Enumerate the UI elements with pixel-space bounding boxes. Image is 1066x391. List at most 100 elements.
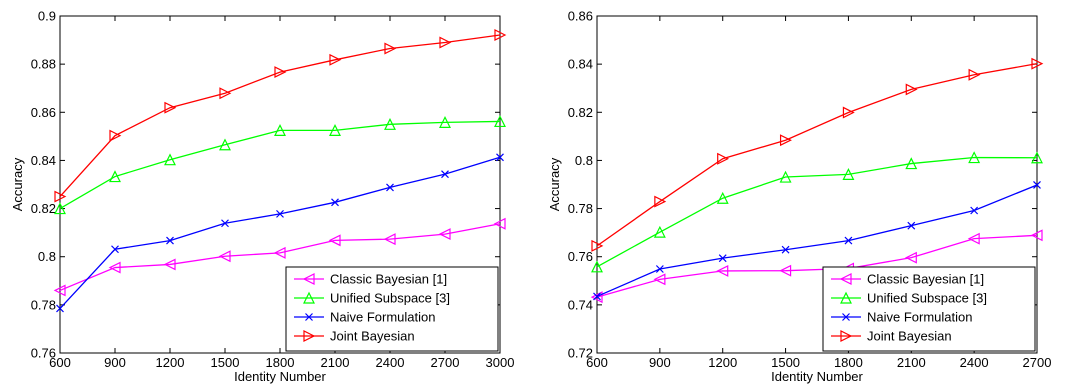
x-tick-label: 2700 (1023, 355, 1052, 370)
data-point-marker (967, 232, 980, 245)
data-point-marker (494, 115, 506, 128)
legend-label: Classic Bayesian [1] (330, 272, 447, 287)
y-axis-label: Accuracy (10, 157, 25, 211)
data-point-marker (970, 206, 979, 215)
legend-marker (303, 330, 316, 342)
data-point-marker (718, 254, 727, 263)
series-line (596, 184, 1038, 298)
legend-item: Joint Bayesian (294, 329, 415, 344)
data-point-marker (166, 236, 174, 245)
x-tick-label: 900 (104, 355, 126, 370)
data-point-marker (591, 260, 603, 273)
x-tick-label: 2100 (321, 355, 350, 370)
data-point-marker (109, 129, 122, 142)
x-tick-label: 2700 (431, 355, 460, 370)
data-point-marker (111, 245, 119, 254)
data-point-marker (655, 265, 664, 273)
data-point-marker (56, 304, 64, 313)
legend-label: Classic Bayesian [1] (867, 272, 984, 287)
y-tick-label: 0.72 (568, 346, 593, 361)
series-line (59, 120, 501, 210)
data-point-marker (438, 228, 451, 241)
x-axis-label: Identity Number (771, 369, 863, 384)
y-tick-label: 0.9 (38, 9, 56, 24)
data-point-marker (493, 217, 506, 230)
x-tick-label: 600 (49, 355, 71, 370)
data-point-marker (329, 123, 341, 136)
legend: Classic Bayesian [1] Unified Subspace [3]… (285, 266, 499, 352)
y-tick-label: 0.76 (568, 249, 593, 264)
data-point-marker (654, 195, 667, 208)
data-point-marker (716, 264, 729, 277)
data-point-marker (1033, 181, 1041, 189)
x-tick-label: 1800 (266, 355, 295, 370)
data-point-marker (905, 83, 918, 96)
y-axis-label: Accuracy (547, 157, 562, 211)
data-point-marker (716, 191, 729, 204)
x-tick-label: 3000 (486, 355, 515, 370)
data-point-marker (1031, 151, 1043, 164)
data-point-marker (331, 198, 339, 207)
legend-box (285, 266, 499, 352)
data-point-marker (441, 170, 449, 179)
data-point-marker (1030, 229, 1043, 242)
data-point-marker (593, 292, 601, 301)
y-tick-label: 0.82 (31, 201, 56, 216)
data-point-marker (968, 68, 981, 81)
data-point-marker (842, 106, 855, 119)
x-tick-label: 1200 (708, 355, 737, 370)
legend-marker (305, 313, 313, 321)
data-point-marker (54, 202, 66, 215)
series-line (59, 223, 501, 292)
legend-marker (842, 313, 850, 321)
y-tick-label: 0.76 (31, 346, 56, 361)
data-point-marker (439, 36, 452, 49)
data-point-marker (54, 190, 67, 203)
data-point-marker (164, 153, 176, 166)
legend-label: Unified Subspace [3] (867, 291, 987, 306)
data-point-marker (842, 168, 855, 180)
y-tick-label: 0.74 (568, 297, 593, 312)
x-tick-label: 2400 (376, 355, 405, 370)
legend-item: Unified Subspace [3] (831, 291, 987, 306)
legend-item: Joint Bayesian (831, 329, 952, 344)
data-point-marker (219, 87, 232, 100)
data-point-marker (717, 152, 730, 165)
right-line-chart: 600 900 1200 1500 1800 2100 2400 2700 0.72 0.74 0.… (547, 9, 1051, 385)
y-tick-label: 0.78 (568, 201, 593, 216)
y-tick-label: 0.86 (31, 105, 56, 120)
data-point-marker (383, 233, 396, 246)
data-point-marker (779, 264, 792, 277)
data-point-marker (329, 53, 342, 66)
legend-marker (839, 273, 852, 285)
data-point-marker (273, 246, 286, 259)
data-point-marker (590, 291, 603, 304)
series-line (59, 34, 501, 197)
y-tick-label: 0.78 (31, 297, 56, 312)
legend-marker (840, 330, 853, 342)
legend-label: Naive Formulation (330, 310, 436, 325)
data-point-marker (328, 234, 341, 247)
y-tick-label: 0.8 (575, 153, 593, 168)
data-point-marker (591, 239, 604, 252)
y-tick-label: 0.82 (568, 105, 593, 120)
data-point-marker (386, 183, 394, 192)
series-line (596, 63, 1038, 247)
legend-item: Classic Bayesian [1] (831, 272, 984, 287)
data-point-marker (384, 117, 396, 130)
data-point-marker (494, 29, 507, 41)
series-line (596, 234, 1038, 298)
data-point-marker (653, 225, 666, 238)
left-line-chart: 600 900 1200 1500 1800 2100 2400 2700 3000 0.76 0.… (10, 9, 514, 385)
legend: Classic Bayesian [1] Unified Subspace [3]… (822, 266, 1036, 352)
series-joint-bayesian (591, 57, 1044, 252)
series-unified-subspace-3 (591, 151, 1043, 273)
legend-label: Unified Subspace [3] (330, 291, 450, 306)
legend-marker (302, 273, 315, 285)
data-point-marker (779, 170, 792, 183)
data-point-marker (781, 245, 790, 254)
legend-label: Naive Formulation (867, 310, 973, 325)
x-tick-label: 900 (649, 355, 671, 370)
data-point-marker (164, 101, 177, 114)
data-point-marker (496, 153, 504, 162)
